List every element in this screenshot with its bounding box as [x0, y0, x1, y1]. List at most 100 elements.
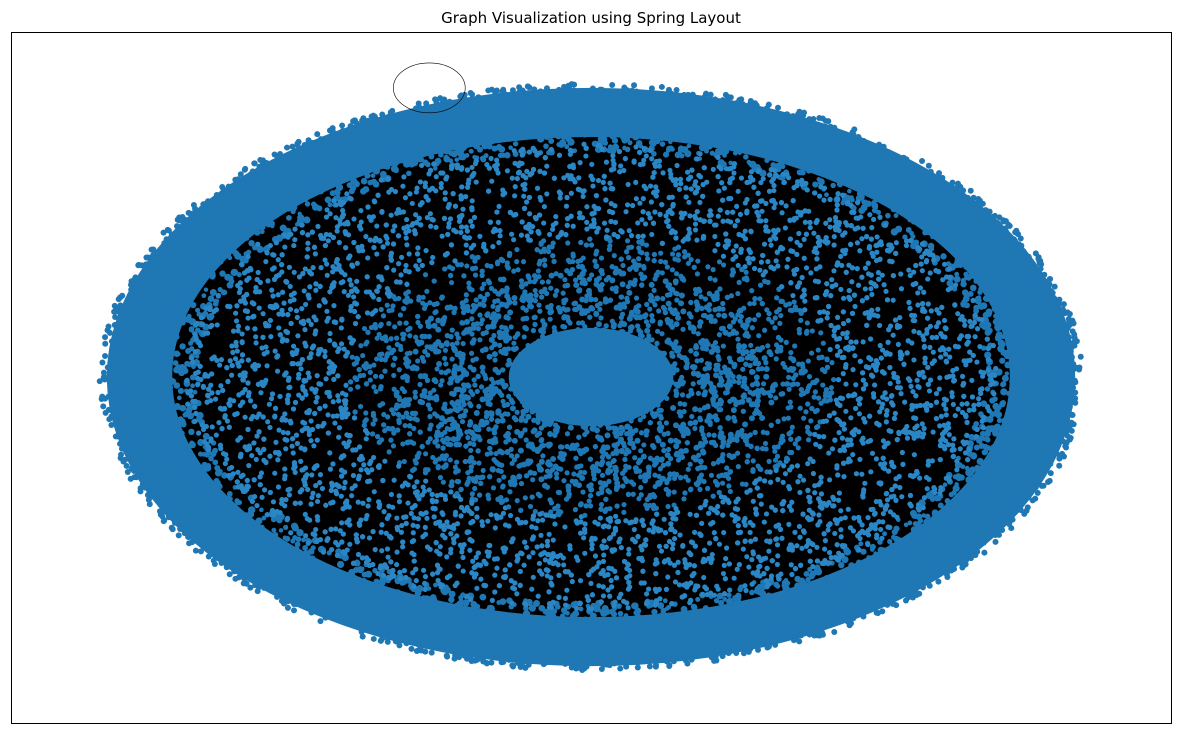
interior-node — [598, 315, 604, 321]
boundary-node — [172, 419, 178, 425]
boundary-node — [982, 443, 989, 450]
rim-node — [295, 138, 302, 145]
rim-node — [1047, 460, 1054, 467]
boundary-node — [950, 502, 957, 509]
interior-node — [533, 525, 539, 531]
interior-node — [647, 306, 653, 312]
boundary-node — [860, 548, 867, 555]
boundary-node — [706, 143, 713, 150]
interior-node — [695, 258, 701, 264]
rim-node — [493, 87, 500, 94]
rim-node — [970, 194, 977, 201]
boundary-node — [910, 242, 917, 250]
boundary-node — [322, 569, 328, 574]
boundary-node — [555, 616, 563, 623]
boundary-node — [965, 258, 973, 266]
interior-node — [766, 458, 772, 464]
rim-node — [106, 329, 113, 336]
interior-node — [275, 292, 281, 298]
interior-node — [801, 255, 807, 261]
boundary-node — [968, 434, 975, 441]
boundary-node — [213, 477, 220, 484]
interior-node — [919, 421, 925, 427]
interior-node — [641, 442, 647, 448]
boundary-node — [996, 417, 1003, 424]
rim-node — [568, 664, 575, 671]
boundary-node — [977, 470, 983, 476]
rim-node — [557, 659, 564, 666]
boundary-node — [798, 584, 805, 590]
boundary-node — [749, 589, 755, 596]
rim-node — [175, 532, 182, 539]
boundary-node — [1004, 371, 1010, 376]
boundary-node — [897, 537, 903, 543]
boundary-node — [422, 604, 428, 610]
interior-node — [265, 278, 271, 284]
rim-node — [1059, 438, 1066, 445]
boundary-node — [329, 190, 336, 197]
boundary-node — [179, 404, 187, 412]
boundary-node — [723, 137, 729, 143]
rim-node — [247, 584, 254, 591]
interior-node — [491, 332, 497, 339]
boundary-node — [334, 190, 341, 196]
rim-node — [274, 593, 281, 600]
interior-node — [642, 221, 649, 227]
boundary-node — [775, 583, 781, 589]
boundary-node — [820, 585, 825, 590]
boundary-node — [893, 213, 899, 218]
boundary-node — [984, 351, 992, 359]
interior-node — [768, 573, 775, 579]
boundary-node — [258, 214, 265, 221]
interior-node — [820, 382, 826, 388]
rim-node — [1035, 255, 1042, 262]
interior-node — [853, 382, 859, 388]
boundary-node — [169, 414, 176, 421]
boundary-node — [782, 584, 790, 593]
interior-node — [478, 384, 485, 390]
rim-node — [182, 526, 189, 533]
interior-node — [860, 494, 866, 500]
boundary-node — [448, 142, 455, 150]
interior-node — [592, 553, 599, 559]
boundary-node — [575, 621, 581, 627]
rim-node — [225, 183, 232, 190]
rim-node — [384, 638, 391, 645]
boundary-node — [226, 490, 233, 497]
interior-node — [509, 460, 515, 467]
boundary-node — [414, 597, 421, 604]
boundary-node — [209, 272, 216, 279]
boundary-node — [1000, 388, 1008, 396]
boundary-node — [988, 286, 993, 292]
boundary-node — [659, 141, 666, 147]
rim-node — [314, 131, 321, 138]
interior-node — [716, 188, 722, 194]
boundary-node — [297, 214, 305, 221]
boundary-node — [239, 235, 246, 242]
interior-node — [797, 534, 803, 540]
interior-node — [415, 523, 421, 529]
boundary-node — [662, 151, 670, 158]
interior-node — [589, 546, 595, 552]
boundary-node — [918, 524, 923, 530]
interior-node — [374, 356, 380, 362]
interior-node — [822, 546, 828, 552]
rim-node — [1065, 409, 1072, 416]
boundary-node — [501, 152, 507, 158]
boundary-node — [169, 441, 177, 449]
boundary-node — [212, 459, 219, 466]
boundary-node — [545, 610, 553, 619]
graph-canvas — [96, 62, 1084, 674]
rim-node — [254, 588, 261, 595]
boundary-node — [733, 149, 739, 155]
interior-node — [289, 443, 295, 449]
boundary-node — [984, 386, 991, 392]
boundary-node — [957, 500, 964, 508]
rim-node — [140, 473, 147, 480]
interior-node — [417, 381, 423, 388]
boundary-node — [310, 187, 317, 194]
rim-node — [635, 659, 642, 666]
boundary-node — [479, 593, 487, 601]
rim-node — [100, 403, 107, 410]
boundary-node — [756, 602, 763, 609]
